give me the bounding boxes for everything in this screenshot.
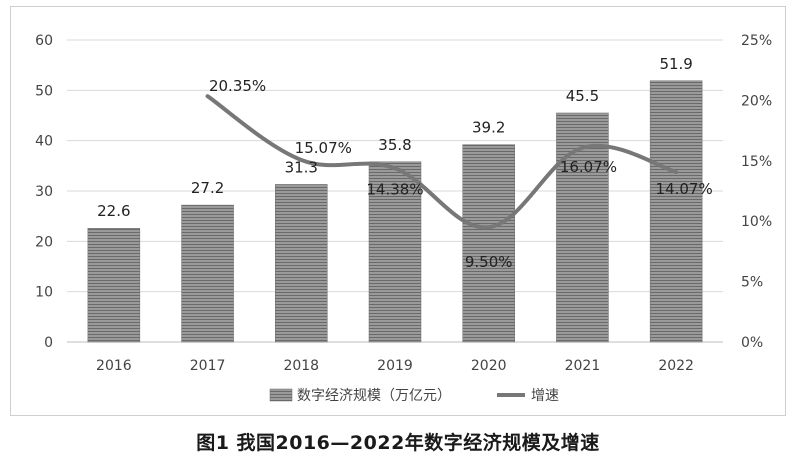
x-tick-label: 2018 [283, 358, 319, 374]
bar-value-label: 39.2 [472, 119, 505, 137]
growth-line [205, 94, 679, 230]
y-right-tick-label: 0% [741, 335, 763, 351]
bar-value-label: 31.3 [285, 158, 318, 176]
legend-line-label: 增速 [531, 388, 559, 404]
bar [181, 204, 234, 343]
bar-value-label: 22.6 [97, 202, 130, 220]
growth-value-label: 14.38% [366, 180, 423, 198]
bar-value-label: 27.2 [191, 179, 224, 197]
x-tick-label: 2021 [565, 358, 601, 374]
x-tick-label: 2016 [96, 358, 132, 374]
growth-line-path [205, 94, 679, 230]
growth-value-label: 20.35% [209, 77, 266, 95]
x-tick-label: 2022 [658, 358, 694, 374]
bar [87, 227, 141, 343]
x-tick-label: 2019 [377, 358, 413, 374]
x-tick-label: 2017 [190, 358, 226, 374]
y-left-tick-label: 10 [35, 285, 53, 301]
y-left-tick-label: 20 [35, 234, 53, 250]
legend: 数字经济规模（万亿元） 增速 [269, 388, 559, 404]
growth-value-label: 14.07% [656, 180, 713, 198]
bar [556, 112, 609, 343]
bar-value-label: 35.8 [378, 136, 411, 154]
y-left-tick-label: 0 [44, 335, 53, 351]
y-left-tick-label: 60 [35, 33, 53, 49]
y-left-tick-label: 40 [35, 134, 53, 150]
y-right-tick-label: 5% [741, 275, 763, 291]
y-left-tick-label: 30 [35, 184, 53, 200]
y-left-tick-label: 50 [35, 83, 53, 99]
legend-bar-label: 数字经济规模（万亿元） [297, 388, 451, 404]
legend-bar-swatch [269, 388, 293, 402]
bar-value-label: 45.5 [566, 87, 599, 105]
y-right-tick-label: 15% [741, 154, 772, 170]
chart-title: 图1 我国2016—2022年数字经济规模及增速 [196, 432, 600, 454]
bar [368, 161, 422, 343]
bar-value-label: 51.9 [659, 55, 692, 73]
chart-panel: 22.6 27.2 31.3 35.8 39.2 45.5 51.9 20.35% 15.07%… [10, 6, 786, 416]
chart-svg: 22.6 27.2 31.3 35.8 39.2 45.5 51.9 20.35% 15.07%… [35, 33, 772, 404]
bar [275, 184, 328, 343]
growth-value-label: 15.07% [295, 139, 352, 157]
bar [462, 144, 515, 343]
growth-value-label: 16.07% [560, 158, 617, 176]
y-right-tick-label: 10% [741, 214, 772, 230]
x-tick-label: 2020 [471, 358, 507, 374]
growth-value-label: 9.50% [465, 253, 513, 271]
axis-labels: 0 10 20 30 40 50 60 0% 5% 10% 15% 20% 25% 2016 2017 201… [35, 33, 772, 374]
y-right-tick-label: 25% [741, 33, 772, 49]
bar [649, 80, 703, 343]
y-right-tick-label: 20% [741, 93, 772, 109]
data-labels: 22.6 27.2 31.3 35.8 39.2 45.5 51.9 20.35% 15.07%… [97, 55, 713, 271]
bars [87, 80, 703, 343]
